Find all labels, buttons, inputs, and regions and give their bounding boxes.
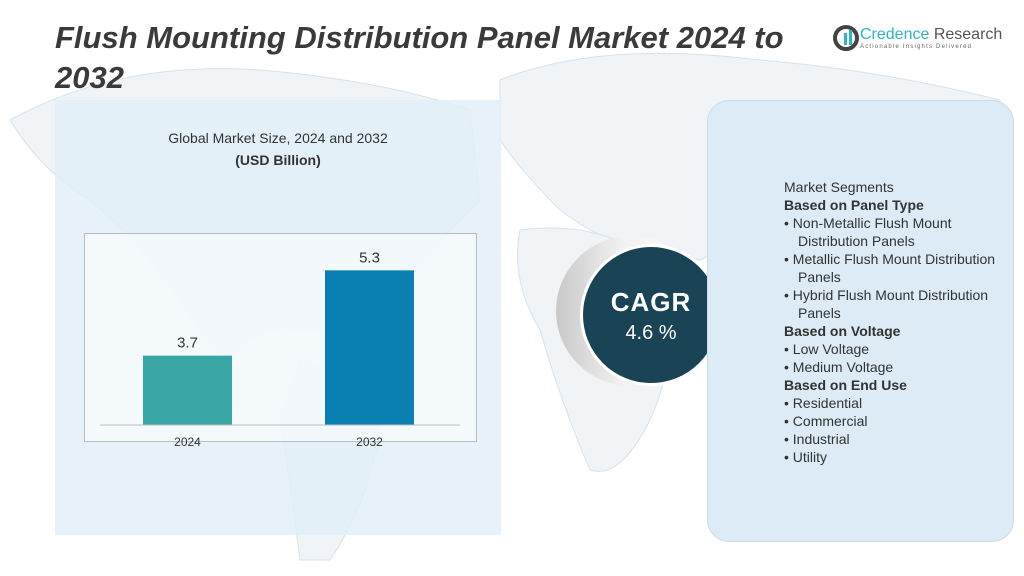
bar-2032 xyxy=(325,270,414,425)
bullet-icon: • xyxy=(784,449,793,465)
market-segments-list: Market Segments Based on Panel Type • Non… xyxy=(784,178,998,466)
logo-mark-icon xyxy=(833,25,859,51)
bullet-icon: • xyxy=(784,341,793,357)
segment-item: • Non-Metallic Flush Mount Distribution … xyxy=(784,214,998,250)
cagr-value: 4.6 % xyxy=(625,322,677,344)
segment-item: • Industrial xyxy=(784,430,998,448)
segment-item-label: Non-Metallic Flush Mount Distribution Pa… xyxy=(792,215,952,249)
bullet-icon: • xyxy=(784,413,793,429)
bullet-icon: • xyxy=(784,215,793,231)
segment-item-label: Medium Voltage xyxy=(792,359,894,375)
page-title: Flush Mounting Distribution Panel Market… xyxy=(55,20,784,95)
bullet-icon: • xyxy=(784,431,793,447)
logo-tagline: Actionable Insights Delivered xyxy=(860,44,973,50)
segment-item-label: Metallic Flush Mount Distribution Panels xyxy=(792,251,996,285)
segment-item: • Utility xyxy=(784,448,998,466)
cagr-label: CAGR xyxy=(610,287,692,317)
segment-group-title: Based on Voltage xyxy=(784,323,901,339)
chart-title: Global Market Size, 2024 and 2032 xyxy=(168,130,388,146)
segments-heading: Market Segments xyxy=(784,179,894,195)
segment-item-label: Industrial xyxy=(792,431,850,447)
segment-group-title: Based on End Use xyxy=(784,377,907,393)
segment-group-title: Based on Panel Type xyxy=(784,197,924,213)
bullet-icon: • xyxy=(784,251,793,267)
x-tick-label: 2032 xyxy=(356,435,383,449)
logo-name: Credence xyxy=(860,26,930,43)
segments-panel xyxy=(707,100,1014,542)
segment-item-label: Low Voltage xyxy=(792,341,870,357)
chart-subtitle: (USD Billion) xyxy=(235,152,321,168)
x-tick-label: 2024 xyxy=(174,435,201,449)
data-label: 3.7 xyxy=(177,335,198,352)
bullet-icon: • xyxy=(784,287,793,303)
segment-item: • Residential xyxy=(784,394,998,412)
logo-name-2: Research xyxy=(929,26,1003,43)
bullet-icon: • xyxy=(784,359,793,375)
bar-2024 xyxy=(143,355,232,425)
segment-item: • Metallic Flush Mount Distribution Pane… xyxy=(784,250,998,286)
segment-item: • Low Voltage xyxy=(784,340,998,358)
segment-item: • Hybrid Flush Mount Distribution Panels xyxy=(784,286,998,322)
segment-item: • Medium Voltage xyxy=(784,358,998,376)
bullet-icon: • xyxy=(784,395,793,411)
segment-item-label: Residential xyxy=(792,395,863,411)
segment-item-label: Hybrid Flush Mount Distribution Panels xyxy=(792,287,989,321)
segment-item-label: Commercial xyxy=(792,413,868,429)
cagr-badge: CAGR 4.6 % xyxy=(580,244,722,386)
segment-item: • Commercial xyxy=(784,412,998,430)
data-label: 5.3 xyxy=(359,249,380,266)
credence-research-logo: Credence Research Actionable Insights De… xyxy=(832,24,1002,52)
segment-item-label: Utility xyxy=(792,449,828,465)
